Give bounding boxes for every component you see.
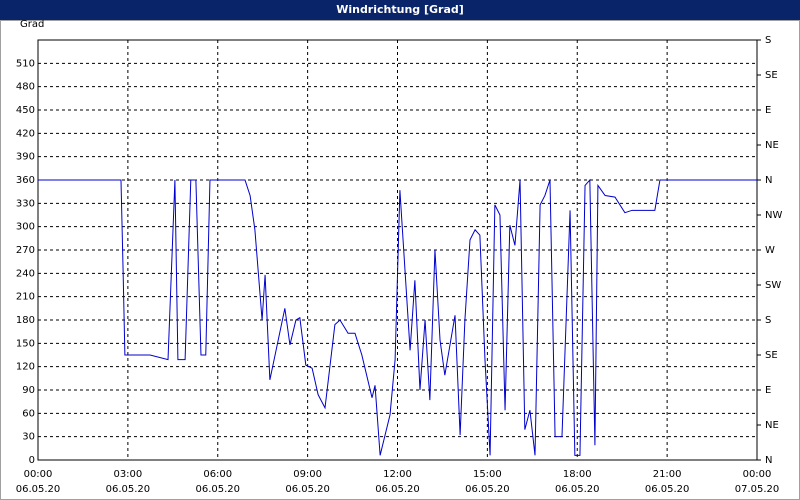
y-tick-label: 240 (16, 268, 35, 279)
y2-tick-label: S (765, 315, 771, 326)
x-tick-label: 03:00 (113, 469, 142, 480)
title-bar: Windrichtung [Grad] (0, 0, 800, 20)
x-tick-date: 06.05.20 (465, 484, 510, 495)
y2-tick-label: NE (765, 420, 779, 431)
x-tick-date: 06.05.20 (195, 484, 240, 495)
x-tick-label: 09:00 (293, 469, 322, 480)
x-tick-date: 06.05.20 (645, 484, 690, 495)
y-tick-label: 30 (22, 432, 35, 443)
y-tick-label: 390 (16, 152, 35, 163)
chart: Grad 0 30 60 90 120 150 180 210 240 270 300 330 360 3… (0, 20, 800, 500)
x-tick-date: 06.05.20 (285, 484, 330, 495)
data-line (38, 178, 757, 456)
y-tick-label: 60 (22, 408, 35, 419)
y2-tick-label: E (765, 385, 771, 396)
y-tick-label: 0 (29, 455, 35, 466)
x-tick-date: 06.05.20 (106, 484, 151, 495)
y-tick-label: 480 (16, 82, 35, 93)
y-tick-label: 450 (16, 105, 35, 116)
y2-tick-label: E (765, 105, 771, 116)
y-tick-label: 150 (16, 338, 35, 349)
y2-tick-label: SE (765, 350, 778, 361)
y-tick-label: 420 (16, 128, 35, 139)
x-tick-label: 00:00 (743, 469, 772, 480)
x-tick-label: 21:00 (653, 469, 682, 480)
x-tick-date: 06.05.20 (375, 484, 420, 495)
x-tick-date: 07.05.20 (735, 484, 780, 495)
y2-tick-label: N (765, 455, 772, 466)
x-tick-label: 06:00 (203, 469, 232, 480)
y-tick-label: 360 (16, 175, 35, 186)
y2-tick-label: W (765, 245, 775, 256)
x-tick-label: 12:00 (383, 469, 412, 480)
y2-tick-label: NW (765, 210, 782, 221)
y-tick-label: 120 (16, 362, 35, 373)
x-tick-label: 00:00 (24, 469, 53, 480)
y2-tick-label: N (765, 175, 772, 186)
y-tick-label: 510 (16, 58, 35, 69)
y-tick-label: 90 (22, 385, 35, 396)
x-tick-label: 18:00 (563, 469, 592, 480)
y-tick-label: 180 (16, 315, 35, 326)
y-tick-label: 300 (16, 222, 35, 233)
y2-tick-label: NE (765, 140, 779, 151)
y2-tick-label: SW (765, 280, 781, 291)
y-tick-label: 210 (16, 292, 35, 303)
y-axis-label: Grad (20, 20, 44, 30)
y2-tick-label: SE (765, 70, 778, 81)
x-tick-date: 06.05.20 (16, 484, 61, 495)
x-tick-label: 15:00 (473, 469, 502, 480)
x-tick-date: 06.05.20 (555, 484, 600, 495)
y-tick-label: 330 (16, 198, 35, 209)
y2-tick-label: S (765, 35, 771, 46)
y-tick-label: 270 (16, 245, 35, 256)
